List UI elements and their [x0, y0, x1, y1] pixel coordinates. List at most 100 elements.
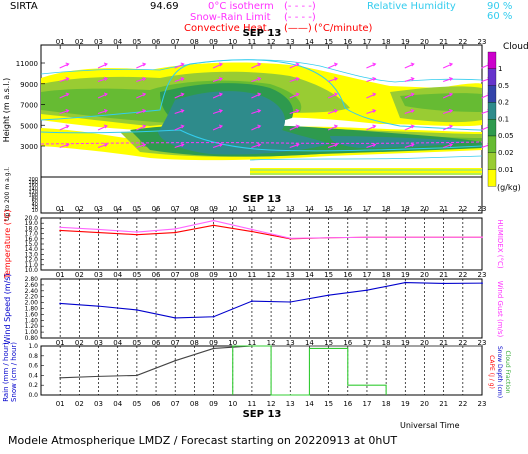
hour-tick-label: 11 [247, 400, 256, 408]
wind-arrow-shaft [212, 78, 223, 82]
y-tick-label: 14.0 [25, 246, 39, 253]
series-point [135, 233, 138, 236]
snow-axis-label: Snow (cm / hour) [10, 342, 18, 402]
height-tick-label: 7000 [20, 102, 38, 110]
date-label-top: SEP 13 [243, 28, 282, 39]
series-line [60, 220, 482, 239]
wind-arrow-shaft [251, 63, 261, 69]
rh-legend: Relative Humidity 90 %60 % [367, 1, 512, 22]
line-legend: 0°C isotherm (- - - -) Snow-Rain Limit (- -… [184, 1, 373, 34]
agl-tick-label: 20 [32, 205, 38, 211]
hour-tick-label: 12 [267, 339, 276, 347]
hour-tick-label: 10 [228, 271, 237, 279]
wind-arrow-head [295, 124, 300, 129]
wind-arrow-shaft [212, 63, 223, 69]
hour-tick-label: 08 [190, 339, 199, 347]
temperature-plot: 20.019.018.017.016.015.014.013.012.011.0… [25, 215, 483, 274]
line-legend-label: Convective Heat. [184, 23, 270, 34]
hour-tick-label: 04 [113, 38, 122, 46]
hour-tick-label: 02 [75, 339, 84, 347]
wind-arrow-head [410, 143, 415, 147]
y-tick-label: 18.0 [25, 225, 39, 232]
cloud-legend-box [487, 152, 497, 170]
hour-tick-label: 22 [458, 271, 467, 279]
cloud-legend-tick: 0.05 [498, 132, 514, 140]
wind-arrow-shaft [97, 110, 108, 114]
hour-tick-label: 22 [458, 400, 467, 408]
hour-tick-label: 21 [439, 205, 448, 213]
hour-tick-label: 20 [420, 339, 429, 347]
series-point [366, 289, 368, 292]
rain-panel: 1.0 0.8 0.6 0.4 0.2 0.0 Rain (mm / hour) Snow… [2, 342, 511, 402]
hour-tick-label: 15 [324, 38, 333, 46]
hour-tick-label: 04 [113, 271, 122, 279]
hour-tick-label: 06 [152, 38, 161, 46]
series-point [481, 236, 483, 239]
wind-arrow-head [295, 62, 300, 67]
hour-tick-label: 21 [439, 339, 448, 347]
wind-arrow-shaft [289, 125, 299, 131]
hour-tick-label: 08 [190, 205, 199, 213]
y-tick-label: 0.8 [28, 353, 38, 360]
hour-tick-label: 13 [286, 205, 295, 213]
wind-arrow-head [410, 92, 415, 97]
hour-tick-label: 01 [56, 271, 65, 279]
hour-axis-2: 01 02 03 04 05 06 07 08 09 10 11 12 13 14 15 16 17 18 19 20… [56, 205, 487, 213]
wind-arrow-head [333, 92, 339, 97]
series-point [404, 281, 407, 284]
y-tick-label: 12.0 [25, 257, 39, 264]
wind-arrow-head [218, 109, 223, 113]
wind-arrow-shaft [404, 110, 414, 114]
wind-arrow-head [103, 124, 108, 129]
series-point [251, 228, 253, 231]
wind-arrow-head [142, 109, 147, 113]
wind-arrow-head [372, 62, 377, 67]
wind-arrow-shaft [251, 144, 261, 148]
hour-tick-label: 17 [362, 38, 371, 46]
cloud-panel-ticks [59, 45, 483, 213]
hour-tick-label: 21 [439, 400, 448, 408]
hour-tick-label: 23 [478, 205, 487, 213]
series-point [59, 229, 62, 232]
hour-tick-label: 07 [171, 205, 180, 213]
cloud-legend-tick: 1 [498, 65, 502, 73]
hour-tick-label: 10 [228, 205, 237, 213]
hour-tick-label: 11 [247, 339, 256, 347]
height-axis-label: Height (m a.s.l.) [2, 78, 11, 143]
hour-tick-label: 09 [209, 400, 218, 408]
wind-arrow-shaft [366, 110, 376, 114]
wind-arrow-shaft [442, 125, 453, 131]
agl-tick-label: 120 [28, 189, 38, 195]
series-point [481, 345, 483, 347]
wind-arrow-shaft [289, 110, 299, 114]
line-legend-label: 0°C isotherm [208, 1, 274, 12]
hour-tick-label: 20 [420, 205, 429, 213]
hour-tick-label: 03 [94, 400, 103, 408]
cloud-legend-units: (g/kg) [497, 183, 521, 192]
hour-tick-label: 07 [171, 271, 180, 279]
cloud-legend-boxes [487, 51, 497, 187]
forecast-footer: Modele Atmospherique LMDZ / Forecast sta… [8, 434, 397, 447]
hour-tick-label: 13 [286, 400, 295, 408]
rh-contour-60 [41, 59, 482, 83]
wind-arrow-head [448, 143, 454, 147]
wind-arrow-head [372, 77, 377, 81]
line-legend-suffix: (°C/minute) [314, 23, 373, 34]
wind-arrow-shaft [174, 93, 184, 99]
wind-arrow-shaft [97, 63, 108, 69]
y-tick-label: 17.0 [25, 231, 39, 238]
wind-arrow-shaft [289, 78, 299, 82]
cloud-panel: 1100090007000500030002001801601401201008… [2, 44, 492, 221]
cloud-legend: Clouds 1 0.5 0.2 0.1 0.05 0.02 0.01 (g/kg) [487, 42, 528, 192]
hour-tick-label: 23 [478, 339, 487, 347]
series-point [59, 376, 62, 379]
wind-arrow-head [448, 92, 454, 97]
rh-legend-label: Relative Humidity [367, 1, 456, 12]
hour-tick-label: 23 [478, 271, 487, 279]
wind-arrow-shaft [97, 144, 108, 148]
wind-arrow-head [257, 124, 262, 129]
bottom-hour-axis: 01 02 03 04 05 06 07 08 09 10 11 12 13 14 15 16 17 18 19 20… [56, 400, 487, 408]
hour-tick-label: 06 [152, 339, 161, 347]
y-tick-label: 1.20 [25, 323, 39, 330]
cloud-legend-tick: 0.1 [498, 115, 509, 123]
